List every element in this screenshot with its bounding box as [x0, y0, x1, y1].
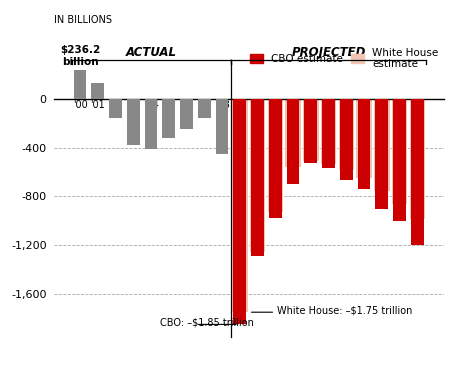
Legend: CBO estimate, White House
estimate: CBO estimate, White House estimate [246, 43, 443, 73]
Bar [127, 99, 140, 145]
Text: $236.2
billion: $236.2 billion [60, 45, 100, 67]
Bar [250, 99, 265, 252]
Bar [340, 99, 353, 180]
Bar [374, 99, 390, 191]
Bar [109, 99, 122, 118]
Bar [163, 99, 175, 138]
Bar [376, 99, 388, 209]
Bar [268, 99, 283, 212]
Bar [251, 99, 264, 256]
Bar [410, 99, 425, 220]
Text: ACTUAL: ACTUAL [125, 46, 177, 59]
Bar [357, 99, 372, 178]
Bar [180, 99, 193, 129]
Bar [287, 99, 299, 184]
Text: PROJECTED: PROJECTED [291, 46, 366, 59]
Text: CBO: –$1.85 trillion: CBO: –$1.85 trillion [160, 318, 254, 328]
Text: IN BILLIONS: IN BILLIONS [54, 15, 112, 25]
Text: White House: –$1.75 trillion: White House: –$1.75 trillion [277, 306, 413, 315]
Bar [198, 99, 211, 119]
Bar [233, 99, 246, 324]
Bar [322, 99, 335, 168]
Bar [303, 99, 318, 161]
Bar [216, 99, 228, 154]
Bar [232, 99, 247, 312]
Bar [74, 70, 87, 99]
Bar [339, 99, 354, 170]
Bar [269, 99, 282, 218]
Bar [145, 99, 158, 149]
Bar [92, 83, 104, 99]
Bar [321, 99, 336, 164]
Bar [304, 99, 317, 163]
Bar [285, 99, 301, 167]
Bar [358, 99, 371, 189]
Bar [411, 99, 424, 245]
Bar [393, 99, 406, 221]
Bar [392, 99, 407, 203]
